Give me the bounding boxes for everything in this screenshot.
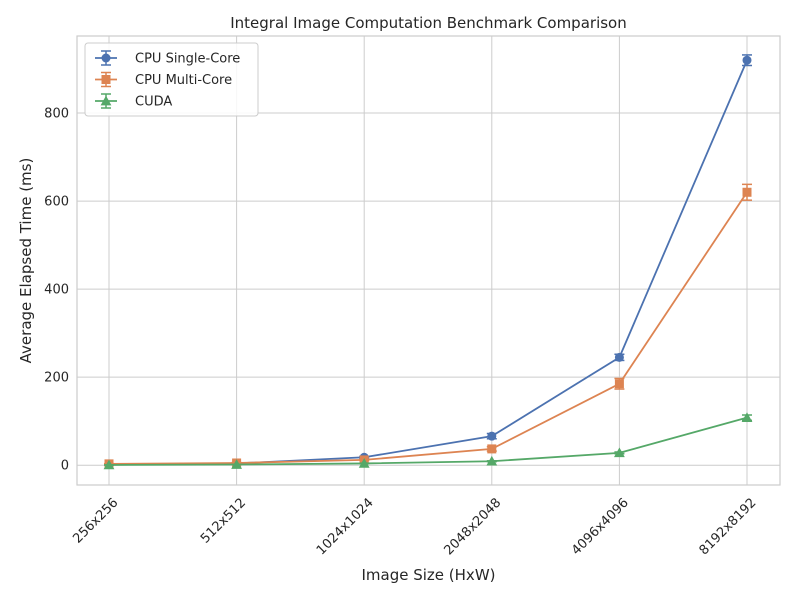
series-layer: [103, 54, 753, 470]
data-point: [741, 412, 753, 422]
legend-label: CPU Multi-Core: [135, 73, 232, 88]
y-axis-label: Average Elapsed Time (ms): [17, 158, 35, 364]
data-point: [486, 455, 498, 466]
y-tick-label: 600: [44, 195, 69, 210]
legend: CPU Single-Core CPU Multi-Core CUDA: [84, 42, 259, 117]
data-point: [487, 431, 497, 441]
legend-marker: [101, 53, 111, 63]
legend-box: [84, 42, 259, 117]
y-tick-label: 0: [61, 459, 69, 474]
legend-marker: [101, 75, 111, 84]
legend-item: CPU Multi-Core: [95, 71, 232, 88]
series-line: [108, 416, 748, 466]
series-cuda: [103, 412, 753, 470]
data-point: [103, 459, 115, 470]
plot-frame: [76, 35, 781, 486]
data-point: [614, 379, 624, 389]
data-point: [742, 187, 752, 197]
legend-item: CPU Single-Core: [95, 50, 240, 67]
grid-lines: [77, 36, 780, 485]
legend-item: CUDA: [95, 93, 172, 110]
data-point: [487, 444, 497, 454]
legend-marker: [100, 95, 112, 106]
data-point: [742, 55, 752, 65]
y-tick-label: 800: [44, 107, 69, 122]
x-axis-label: Image Size (HxW): [362, 566, 496, 584]
data-point: [614, 352, 624, 362]
chart-title: Integral Image Computation Benchmark Com…: [230, 14, 626, 32]
data-point: [231, 459, 242, 469]
series-line: [108, 191, 748, 465]
legend-label: CUDA: [135, 95, 172, 110]
data-point: [358, 458, 370, 468]
y-tick-label: 200: [44, 371, 69, 386]
data-point: [614, 447, 625, 458]
y-tick-label: 400: [44, 283, 69, 298]
legend-label: CPU Single-Core: [135, 52, 240, 67]
